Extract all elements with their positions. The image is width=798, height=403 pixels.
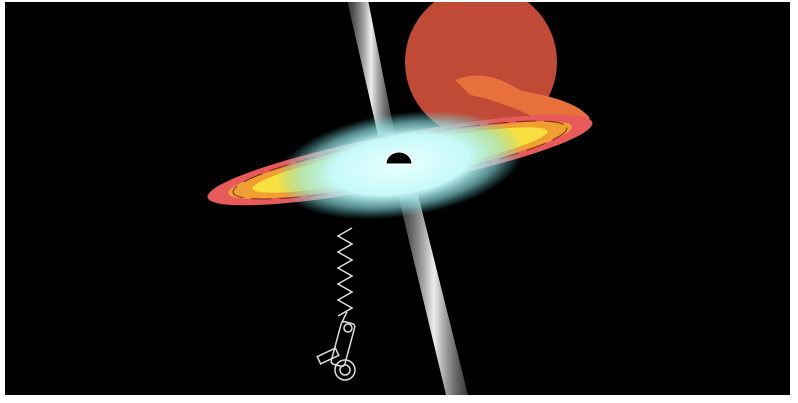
tidal-stream — [455, 75, 590, 125]
inner-glow — [276, 110, 524, 220]
black-hole — [385, 151, 413, 165]
telescope — [316, 311, 356, 381]
lower-jet — [398, 195, 468, 395]
upper-jet — [347, 2, 395, 135]
scene — [207, 2, 593, 395]
signal-waves — [336, 227, 354, 317]
